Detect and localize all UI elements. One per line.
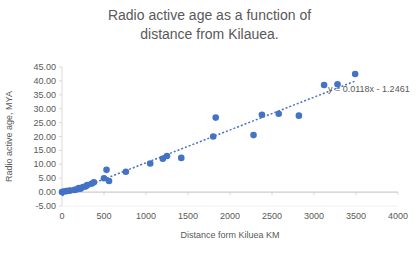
y-axis <box>62 67 63 206</box>
y-axis-title: Radio active age, MYA <box>4 91 14 182</box>
y-tick-label: 20.00 <box>33 132 56 142</box>
data-point <box>352 71 359 78</box>
y-tick-label: 0.00 <box>38 187 56 197</box>
data-point <box>106 178 113 185</box>
data-point <box>212 114 219 121</box>
title-line: distance from Kilauea. <box>140 26 279 42</box>
data-point <box>164 153 171 160</box>
chart-title: Radio active age as a function of distanc… <box>108 7 311 42</box>
data-point <box>321 82 328 89</box>
data-point <box>178 155 185 162</box>
x-axis-title: Distance form Kiluea KM <box>180 230 279 240</box>
chart: Radio active age as a function of distanc… <box>0 0 419 253</box>
x-tick-label: 2000 <box>220 211 240 221</box>
x-tick-label: 4000 <box>388 211 408 221</box>
y-tick-label: 25.00 <box>33 118 56 128</box>
x-tick-label: 3500 <box>346 211 366 221</box>
x-axis <box>62 192 398 193</box>
x-tick-label: 0 <box>59 211 64 221</box>
plot-frame-bottom <box>62 206 398 207</box>
trendline-equation: y = 0.0118x - 1.2461 <box>328 84 410 94</box>
x-tick-label: 500 <box>96 211 111 221</box>
x-tick-label: 1500 <box>178 211 198 221</box>
data-point <box>250 132 257 139</box>
y-tick-label: 5.00 <box>38 173 56 183</box>
data-point <box>147 160 154 167</box>
data-point <box>103 167 110 174</box>
y-tick-label: 10.00 <box>33 159 56 169</box>
plot-area <box>59 71 359 196</box>
x-tick-label: 1000 <box>136 211 156 221</box>
y-tick-label: 30.00 <box>33 104 56 114</box>
y-tick-label: 45.00 <box>33 62 56 72</box>
data-point <box>210 133 217 140</box>
y-tick-label: 35.00 <box>33 90 56 100</box>
trend-line <box>62 81 356 196</box>
y-tick-label: 40.00 <box>33 76 56 86</box>
y-tick-label: 15.00 <box>33 145 56 155</box>
y-tick-label: -5.00 <box>35 201 56 211</box>
x-tick-label: 2500 <box>262 211 282 221</box>
data-point <box>296 112 303 119</box>
x-tick-label: 3000 <box>304 211 324 221</box>
title-line: Radio active age as a function of <box>108 7 311 23</box>
